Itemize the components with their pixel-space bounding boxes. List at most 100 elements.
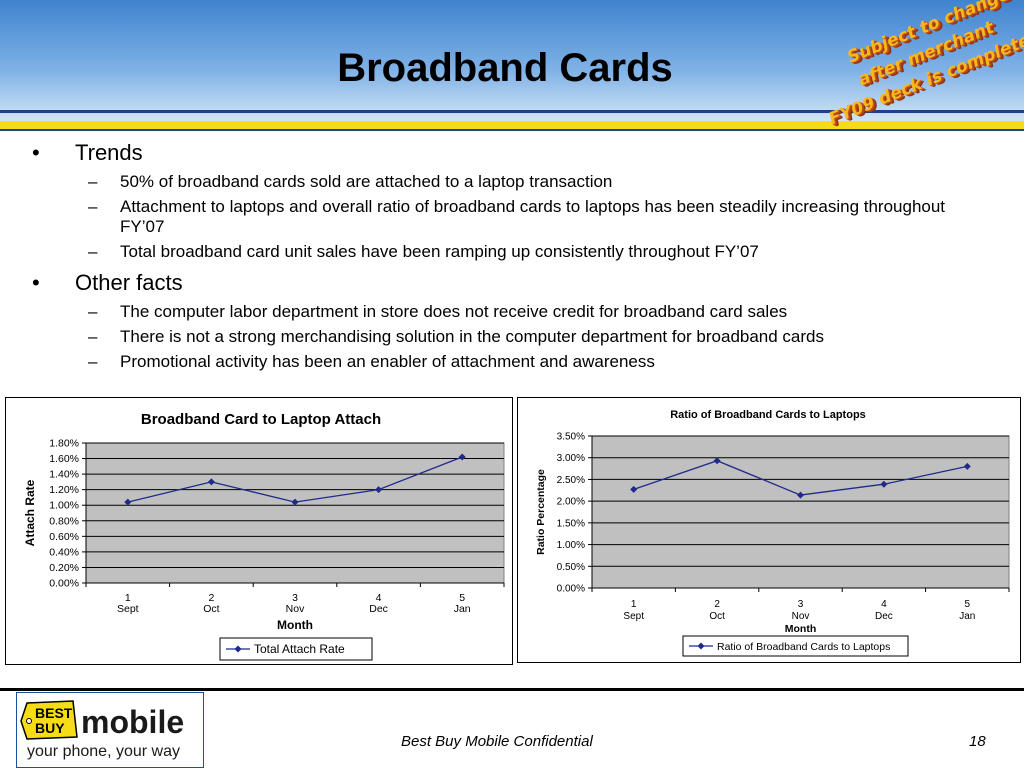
y-tick-label: 3.00% xyxy=(557,453,585,464)
legend-marker xyxy=(234,645,242,653)
y-tick-label: 0.80% xyxy=(49,515,79,527)
x-tick-label: 1 xyxy=(125,592,131,604)
bullet-item: • Other facts xyxy=(30,270,990,296)
sub-bullet-text: The computer labor department in store d… xyxy=(120,302,788,321)
data-point xyxy=(880,480,888,488)
x-tick-label: 3 xyxy=(292,592,298,604)
data-point xyxy=(207,478,215,486)
y-tick-label: 0.00% xyxy=(557,584,585,595)
bullet-list: • Trends – 50% of broadband cards sold are… xyxy=(30,140,990,377)
footer-divider xyxy=(0,688,1024,691)
x-tick-sublabel: Nov xyxy=(792,611,810,622)
data-point xyxy=(963,462,971,470)
y-axis-label: Ratio Percentage xyxy=(535,469,547,555)
sub-bullet-item: – Promotional activity has been an enable… xyxy=(30,352,990,372)
sub-bullet-text: Total broadband card unit sales have bee… xyxy=(120,242,759,261)
x-tick-sublabel: Oct xyxy=(203,603,219,615)
slide-title: Broadband Cards xyxy=(337,46,673,90)
chart-title: Ratio of Broadband Cards to Laptops xyxy=(670,409,866,421)
logo-graphic: BEST BUY mobile your phone, your way xyxy=(20,700,184,760)
x-tick-label: 4 xyxy=(881,599,887,610)
data-point xyxy=(375,486,383,494)
sub-bullet-marker: – xyxy=(88,172,98,191)
data-point xyxy=(458,453,466,461)
data-point xyxy=(630,485,638,493)
x-tick-sublabel: Jan xyxy=(959,611,975,622)
sub-bullet-marker: – xyxy=(88,327,98,346)
draft-stamp: Subject to change after merchant FY09 de… xyxy=(820,0,1024,140)
y-tick-label: 1.20% xyxy=(49,484,79,496)
legend-box xyxy=(682,635,909,657)
sub-bullet-item: – Attachment to laptops and overall ratio… xyxy=(30,197,990,237)
sub-bullet-item: – 50% of broadband cards sold are attache… xyxy=(30,172,990,192)
y-axis-label: Attach Rate xyxy=(23,479,37,546)
logo-tag-hole xyxy=(26,718,32,724)
data-point xyxy=(291,498,299,506)
logo-word: mobile xyxy=(81,704,184,740)
x-tick-sublabel: Nov xyxy=(286,603,305,615)
bullet-text: Trends xyxy=(75,140,143,165)
sub-bullet-item: – The computer labor department in store … xyxy=(30,302,990,322)
ratio-chart-svg: Ratio of Broadband Cards to Laptops 0.00%… xyxy=(535,409,1010,657)
sub-bullet-text: Attachment to laptops and overall ratio … xyxy=(120,197,946,236)
y-tick-label: 1.00% xyxy=(49,500,79,512)
sub-bullet-text: There is not a strong merchandising solu… xyxy=(120,327,825,346)
header-accent-line xyxy=(0,129,1024,131)
plot-area xyxy=(85,442,505,584)
sub-bullet-marker: – xyxy=(88,242,98,261)
plot-area xyxy=(591,435,1010,589)
x-tick-label: 2 xyxy=(208,592,214,604)
x-tick-label: 4 xyxy=(376,592,382,604)
attach-rate-chart-svg: Broadband Card to Laptop Attach 0.00% 0.20… xyxy=(23,411,505,661)
x-tick-sublabel: Dec xyxy=(369,603,388,615)
sub-bullet-marker: – xyxy=(88,352,98,371)
sub-bullet-marker: – xyxy=(88,197,98,216)
y-tick-label: 0.50% xyxy=(557,562,585,573)
y-tick-label: 0.60% xyxy=(49,531,79,543)
attach-rate-chart: Broadband Card to Laptop Attach 0.00% 0.20… xyxy=(5,397,513,665)
bullet-item: • Trends xyxy=(30,140,990,166)
y-tick-label: 2.00% xyxy=(557,497,585,508)
x-tick-sublabel: Dec xyxy=(875,611,893,622)
y-tick-label: 2.50% xyxy=(557,475,585,486)
sub-bullet-item: – Total broadband card unit sales have be… xyxy=(30,242,990,262)
y-tick-label: 1.00% xyxy=(557,540,585,551)
sub-bullet-marker: – xyxy=(88,302,98,321)
x-tick-label: 3 xyxy=(798,599,804,610)
legend-box xyxy=(219,637,373,661)
footer-confidential: Best Buy Mobile Confidential xyxy=(401,733,593,750)
bullet-text: Other facts xyxy=(75,270,183,295)
y-tick-label: 0.20% xyxy=(49,562,79,574)
bullet-marker: • xyxy=(32,140,40,165)
header-divider xyxy=(0,110,1024,113)
data-point xyxy=(124,498,132,506)
logo-tag-shape xyxy=(20,700,78,740)
slide-header xyxy=(0,0,1024,126)
bullet-marker: • xyxy=(32,270,40,295)
data-point xyxy=(797,491,804,499)
y-tick-label: 3.50% xyxy=(557,432,585,443)
chart-title: Broadband Card to Laptop Attach xyxy=(141,411,381,428)
x-tick-label: 5 xyxy=(459,592,465,604)
legend-marker xyxy=(697,642,705,650)
x-tick-sublabel: Oct xyxy=(709,611,725,622)
x-tick-label: 1 xyxy=(631,599,637,610)
x-axis-label: Month xyxy=(785,623,817,635)
y-tick-label: 1.80% xyxy=(49,438,79,450)
sub-bullet-item: – There is not a strong merchandising sol… xyxy=(30,327,990,347)
page-number: 18 xyxy=(969,733,986,750)
sub-bullet-text: 50% of broadband cards sold are attached… xyxy=(120,172,613,191)
ratio-chart: Ratio of Broadband Cards to Laptops 0.00%… xyxy=(517,397,1021,663)
data-point xyxy=(713,457,721,465)
x-tick-sublabel: Jan xyxy=(454,603,471,615)
legend-label: Total Attach Rate xyxy=(254,642,345,656)
y-tick-label: 1.40% xyxy=(49,469,79,481)
x-tick-label: 5 xyxy=(965,599,971,610)
header-accent-band xyxy=(0,121,1024,129)
y-tick-label: 0.00% xyxy=(49,578,79,590)
logo-brand-bottom: BUY xyxy=(35,720,65,736)
x-tick-sublabel: Sept xyxy=(117,603,139,615)
y-tick-label: 0.40% xyxy=(49,546,79,558)
legend-label: Ratio of Broadband Cards to Laptops xyxy=(717,641,890,653)
logo-brand-top: BEST xyxy=(35,705,73,721)
